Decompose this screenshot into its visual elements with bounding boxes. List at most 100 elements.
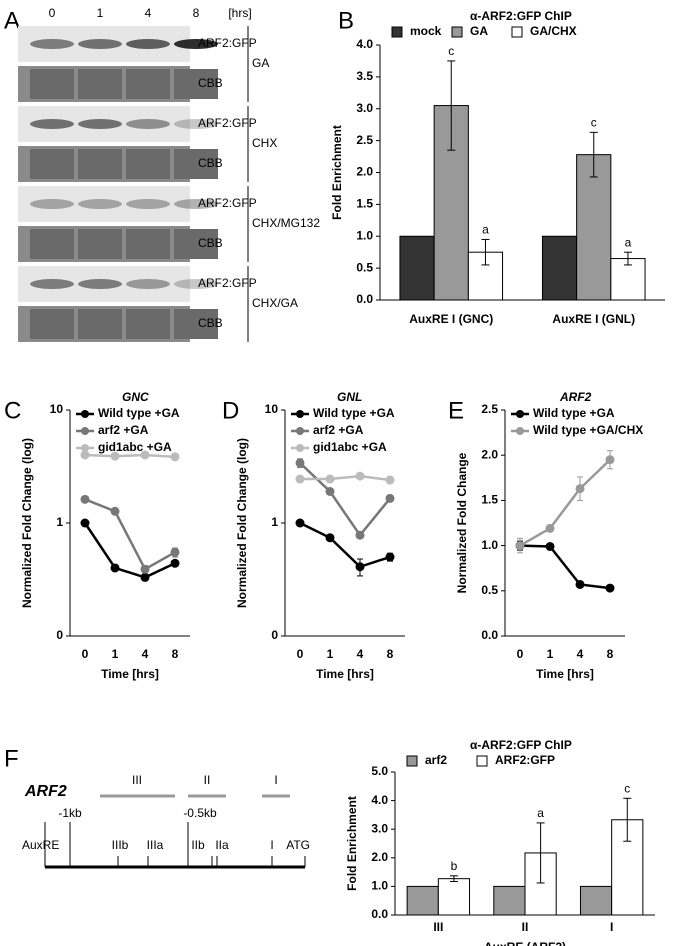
data-point xyxy=(110,506,120,516)
significance-label: c xyxy=(624,781,630,795)
legend-marker xyxy=(516,410,524,418)
band-label: CBB xyxy=(198,76,223,90)
data-point xyxy=(170,547,180,557)
y-tick-label: 1.5 xyxy=(481,493,498,507)
legend-label: mock xyxy=(410,24,442,38)
y-tick-label: 5.0 xyxy=(371,764,388,778)
panel-letter: F xyxy=(4,745,19,772)
blot-band xyxy=(174,279,218,289)
cbb-lane xyxy=(126,149,170,179)
x-tick-label: AuxRE I (GNC) xyxy=(409,312,493,326)
band-label: ARF2:GFP xyxy=(198,196,257,210)
end-label: AuxRE xyxy=(22,838,59,852)
x-tick-label: II xyxy=(522,920,529,934)
x-tick-label: III xyxy=(433,920,443,934)
bar xyxy=(576,154,612,301)
cbb-lane xyxy=(174,309,218,339)
band-label: ARF2:GFP xyxy=(198,276,257,290)
lane-label: 8 xyxy=(193,6,200,20)
series-line xyxy=(83,522,176,579)
y-tick-label: 1 xyxy=(271,515,278,529)
data-point xyxy=(325,474,335,484)
panel-letter: A xyxy=(4,7,20,34)
legend-label: Wild type +GA xyxy=(533,406,615,420)
x-axis-label: Time [hrs] xyxy=(536,667,594,681)
data-point xyxy=(385,552,395,562)
legend-swatch xyxy=(511,26,523,38)
band-label: ARF2:GFP xyxy=(198,36,257,50)
blot-band xyxy=(78,39,122,49)
bar xyxy=(493,885,526,916)
x-tick-label: 8 xyxy=(387,647,394,661)
y-tick-label: 0.0 xyxy=(356,292,373,306)
data-point xyxy=(295,474,305,484)
legend-swatch xyxy=(406,755,418,767)
blot-band xyxy=(174,39,218,49)
y-tick-label: 0.5 xyxy=(356,260,373,274)
site-label: I xyxy=(270,838,273,852)
legend-label: Wild type +GA xyxy=(98,406,180,420)
cbb-lane xyxy=(126,229,170,259)
y-axis-label: Normalized Fold Change (log) xyxy=(235,438,249,608)
legend-label: arf2 +GA xyxy=(98,423,149,437)
legend-label: Wild type +GA/CHX xyxy=(533,423,643,437)
legend-label: gid1abc +GA xyxy=(98,440,172,454)
data-point xyxy=(80,450,90,460)
blot-band xyxy=(78,199,122,209)
data-point xyxy=(110,563,120,573)
cbb-lane xyxy=(78,69,122,99)
y-tick-label: 0.0 xyxy=(371,907,388,921)
x-tick-label: 0 xyxy=(517,647,524,661)
bar xyxy=(541,235,578,301)
legend-label: Wild type +GA xyxy=(313,406,395,420)
data-point xyxy=(355,471,365,481)
series-line xyxy=(299,521,391,569)
x-tick-label: 4 xyxy=(142,647,149,661)
x-tick-label: AuxRE I (GNL) xyxy=(552,312,635,326)
legend-marker xyxy=(81,427,89,435)
treatment-label: CHX/GA xyxy=(252,296,298,310)
chart-title: ARF2 xyxy=(559,390,592,404)
y-tick-label: 10 xyxy=(265,402,279,416)
x-tick-label: I xyxy=(610,920,613,934)
panel-letter: B xyxy=(338,7,354,34)
legend-marker xyxy=(296,427,304,435)
bar xyxy=(406,885,439,916)
data-point xyxy=(545,542,555,552)
chart-title: GNL xyxy=(337,390,362,404)
lane-label: 1 xyxy=(97,6,104,20)
data-point xyxy=(170,558,180,568)
data-point xyxy=(385,475,395,485)
chart-title: α-ARF2:GFP ChIP xyxy=(470,9,572,23)
data-point xyxy=(385,493,395,503)
cbb-lane xyxy=(126,309,170,339)
cbb-lane xyxy=(78,229,122,259)
data-point xyxy=(605,583,615,593)
y-tick-label: 3.0 xyxy=(371,821,388,835)
panel-letter: E xyxy=(448,397,464,424)
arf2-diagram: ARF2 III II I -1kb -0.5kb AuxRE ATG IIIb… xyxy=(22,773,310,869)
x-tick-label: 4 xyxy=(357,647,364,661)
data-point xyxy=(355,562,365,572)
data-point xyxy=(355,530,365,540)
chart: α-ARF2:GFP ChIP Fold Enrichment 0.0 0.5 1.0 1… xyxy=(330,9,665,326)
y-tick-label: 1.0 xyxy=(481,538,498,552)
significance-label: a xyxy=(625,235,632,249)
significance-label: a xyxy=(482,223,489,237)
lane-unit: [hrs] xyxy=(228,6,251,20)
panel-letter: C xyxy=(4,397,21,424)
region-label: I xyxy=(274,773,277,787)
scale-label: -0.5kb xyxy=(183,806,217,820)
bar xyxy=(579,885,613,916)
significance-label: c xyxy=(591,116,597,130)
legend-marker xyxy=(296,444,304,452)
blot-band xyxy=(174,199,218,209)
legend-marker xyxy=(296,410,304,418)
data-point xyxy=(295,458,305,468)
x-tick-label: 1 xyxy=(112,647,119,661)
significance-label: a xyxy=(537,806,544,820)
y-tick-label: 3.0 xyxy=(356,101,373,115)
significance-label: b xyxy=(451,859,458,873)
y-tick-label: 2.0 xyxy=(481,447,498,461)
cbb-lane xyxy=(30,69,74,99)
